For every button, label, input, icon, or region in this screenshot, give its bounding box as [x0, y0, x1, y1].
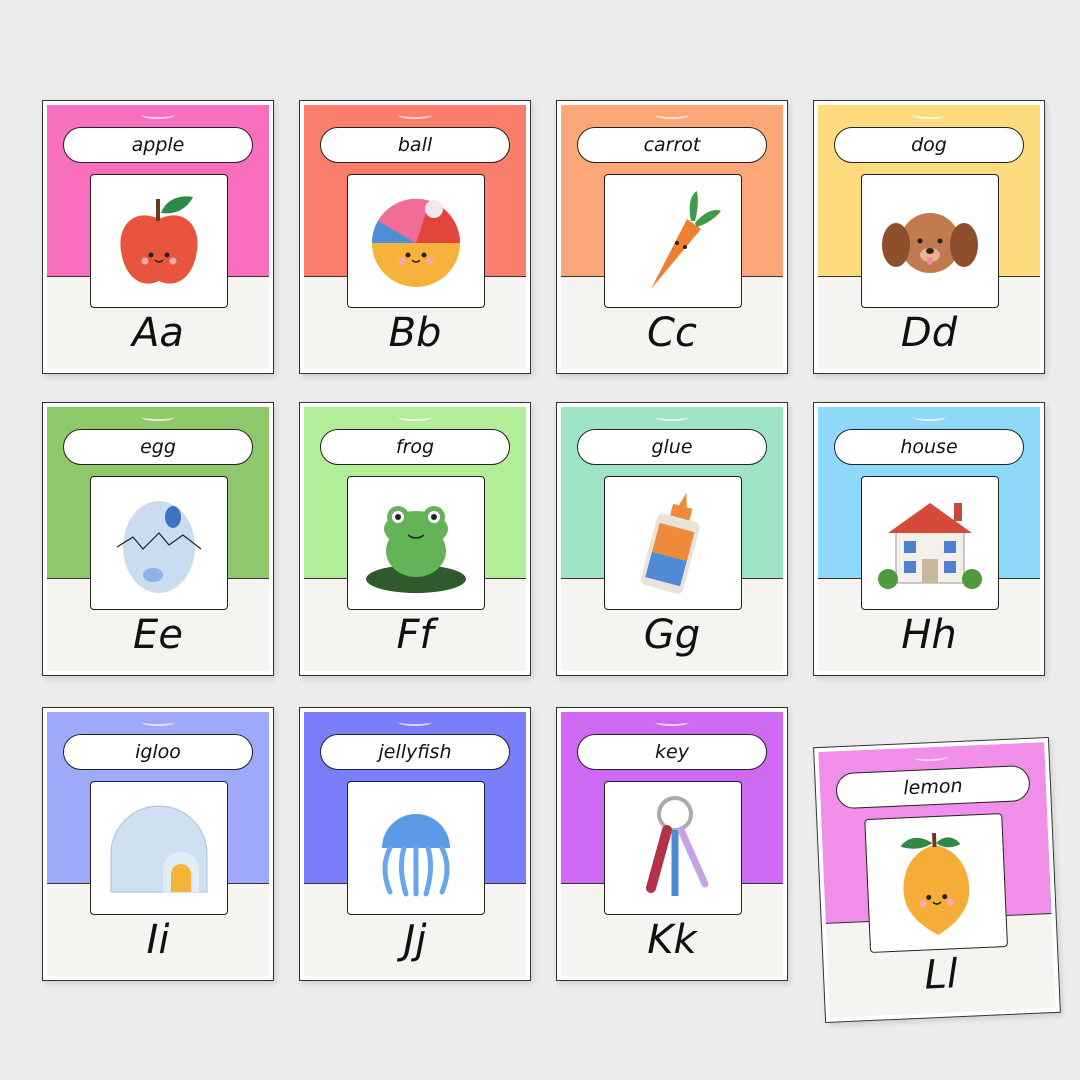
lemon-icon	[900, 833, 970, 935]
word-label: ball	[320, 127, 510, 163]
swoosh-decoration	[398, 718, 432, 726]
swoosh-decoration	[912, 111, 946, 119]
letter-label: Hh	[901, 612, 957, 658]
swoosh-decoration	[655, 718, 689, 726]
flashcard-key: key Kk	[556, 707, 788, 981]
dog-icon	[882, 213, 978, 273]
letter-label: Bb	[388, 310, 442, 356]
house-icon	[878, 503, 982, 589]
card-inner: frog Ff	[304, 407, 526, 671]
picture-frame	[864, 813, 1008, 953]
letter-label: Kk	[647, 917, 697, 963]
jellyfish-icon	[382, 814, 450, 897]
word-label: house	[834, 429, 1024, 465]
picture-frame	[90, 174, 228, 308]
ball-icon	[372, 198, 460, 287]
carrot-icon	[651, 191, 721, 289]
swoosh-decoration	[655, 111, 689, 119]
card-inner: jellyfish Jj	[304, 712, 526, 976]
letter-label: Ff	[396, 612, 434, 658]
flashcard-igloo: igloo Ii	[42, 707, 274, 981]
word-label: apple	[63, 127, 253, 163]
word-label: igloo	[63, 734, 253, 770]
word-label: frog	[320, 429, 510, 465]
swoosh-decoration	[655, 413, 689, 421]
flashcard-dog: dog Dd	[813, 100, 1045, 374]
picture-frame	[604, 174, 742, 308]
picture-frame	[604, 781, 742, 915]
card-inner: carrot Cc	[561, 105, 783, 369]
letter-label: Gg	[643, 612, 701, 658]
picture-frame	[90, 476, 228, 610]
card-inner: glue Gg	[561, 407, 783, 671]
word-label: carrot	[577, 127, 767, 163]
word-label: key	[577, 734, 767, 770]
swoosh-decoration	[141, 111, 175, 119]
frog-icon	[366, 506, 466, 593]
letter-label: Ii	[146, 917, 170, 963]
igloo-icon	[110, 805, 208, 893]
card-inner: ball Bb	[304, 105, 526, 369]
glue-icon	[640, 492, 700, 594]
egg-icon	[116, 501, 202, 593]
card-inner: key Kk	[561, 712, 783, 976]
card-inner: egg Ee	[47, 407, 269, 671]
swoosh-decoration	[141, 413, 175, 421]
apple-icon	[120, 196, 198, 284]
letter-label: Dd	[900, 310, 958, 356]
picture-frame	[347, 476, 485, 610]
swoosh-decoration	[398, 413, 432, 421]
word-label: egg	[63, 429, 253, 465]
card-inner: lemon Ll	[818, 742, 1056, 1018]
flashcard-ball: ball Bb	[299, 100, 531, 374]
letter-label: Jj	[403, 917, 427, 963]
letter-label: Ee	[133, 612, 183, 658]
flashcard-egg: egg Ee	[42, 402, 274, 676]
flashcard-glue: glue Gg	[556, 402, 788, 676]
picture-frame	[347, 174, 485, 308]
letter-label: Ll	[923, 951, 959, 999]
flashcard-house: house Hh	[813, 402, 1045, 676]
key-icon	[646, 796, 709, 896]
card-inner: dog Dd	[818, 105, 1040, 369]
card-inner: house Hh	[818, 407, 1040, 671]
picture-frame	[347, 781, 485, 915]
flashcard-jellyfish: jellyfish Jj	[299, 707, 531, 981]
swoosh-decoration	[398, 111, 432, 119]
word-label: dog	[834, 127, 1024, 163]
picture-frame	[861, 476, 999, 610]
word-label: jellyfish	[320, 734, 510, 770]
letter-label: Cc	[647, 310, 697, 356]
flashcard-frog: frog Ff	[299, 402, 531, 676]
card-inner: apple Aa	[47, 105, 269, 369]
swoosh-decoration	[912, 413, 946, 421]
swoosh-decoration	[141, 718, 175, 726]
picture-frame	[861, 174, 999, 308]
swoosh-decoration	[914, 752, 949, 762]
picture-frame	[90, 781, 228, 915]
flashcard-carrot: carrot Cc	[556, 100, 788, 374]
flashcard-lemon: lemon Ll	[813, 736, 1061, 1024]
word-label: glue	[577, 429, 767, 465]
flashcard-apple: apple Aa	[42, 100, 274, 374]
card-inner: igloo Ii	[47, 712, 269, 976]
letter-label: Aa	[132, 310, 184, 356]
picture-frame	[604, 476, 742, 610]
